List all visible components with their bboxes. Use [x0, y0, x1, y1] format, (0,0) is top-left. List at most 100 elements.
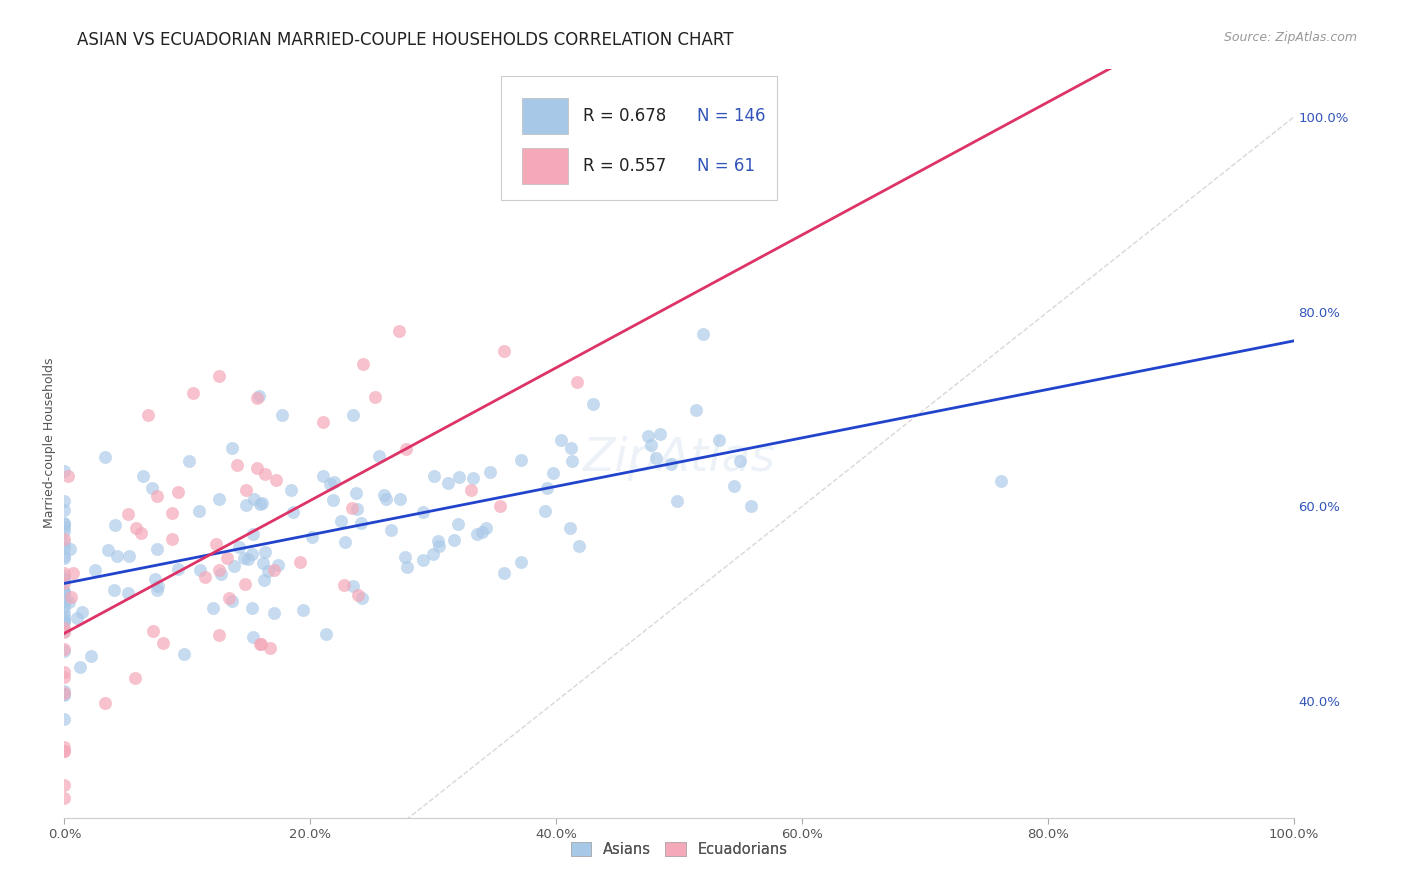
- Point: [728, 454, 751, 468]
- Point: [645, 451, 668, 466]
- Point: [145, 582, 167, 597]
- Point: [315, 627, 337, 641]
- Point: [565, 375, 588, 389]
- Point: [66, 610, 89, 624]
- Point: [53, 536, 76, 550]
- Point: [280, 483, 302, 497]
- Point: [221, 441, 243, 455]
- Text: ZipAtlas: ZipAtlas: [582, 435, 776, 481]
- FancyBboxPatch shape: [501, 76, 778, 200]
- Point: [396, 559, 419, 574]
- Point: [143, 572, 166, 586]
- Point: [218, 591, 240, 606]
- Point: [146, 490, 169, 504]
- Point: [53, 779, 76, 793]
- Point: [560, 441, 582, 455]
- Point: [648, 426, 671, 441]
- Point: [253, 467, 276, 481]
- Point: [685, 402, 707, 417]
- Point: [53, 744, 76, 758]
- Point: [510, 452, 533, 467]
- Point: [228, 540, 250, 554]
- Point: [53, 586, 76, 600]
- Point: [53, 594, 76, 608]
- Point: [395, 442, 418, 457]
- Point: [53, 493, 76, 508]
- Point: [173, 648, 195, 662]
- Point: [53, 614, 76, 628]
- Point: [53, 791, 76, 805]
- Point: [53, 566, 76, 580]
- Point: [352, 357, 374, 371]
- Point: [342, 408, 364, 422]
- Point: [221, 594, 243, 608]
- Point: [53, 583, 76, 598]
- Point: [536, 481, 558, 495]
- Point: [319, 476, 342, 491]
- Point: [423, 469, 446, 483]
- Point: [367, 449, 389, 463]
- Point: [242, 526, 264, 541]
- Point: [264, 473, 287, 487]
- Point: [53, 643, 76, 657]
- Point: [659, 457, 682, 471]
- Point: [70, 605, 93, 619]
- Point: [53, 615, 76, 630]
- Point: [53, 551, 76, 566]
- Point: [53, 572, 76, 586]
- Point: [53, 610, 76, 624]
- Point: [412, 552, 434, 566]
- Point: [238, 552, 260, 566]
- Point: [79, 648, 101, 663]
- Point: [342, 500, 364, 515]
- Point: [267, 558, 290, 572]
- Point: [53, 686, 76, 700]
- Point: [53, 503, 76, 517]
- Point: [53, 549, 76, 563]
- Point: [222, 559, 245, 574]
- Point: [84, 563, 107, 577]
- Point: [568, 539, 591, 553]
- Point: [640, 438, 662, 452]
- Point: [465, 527, 488, 541]
- Point: [53, 613, 76, 627]
- Point: [53, 599, 76, 614]
- Point: [364, 390, 387, 404]
- Point: [141, 481, 163, 495]
- Point: [388, 324, 411, 338]
- Point: [312, 469, 335, 483]
- Point: [422, 547, 444, 561]
- Y-axis label: Married-couple Households: Married-couple Households: [44, 358, 56, 528]
- Point: [53, 688, 76, 702]
- Point: [125, 520, 148, 534]
- Point: [350, 516, 373, 531]
- Point: [443, 533, 465, 547]
- Point: [637, 428, 659, 442]
- Point: [53, 541, 76, 555]
- Point: [240, 600, 263, 615]
- Point: [136, 409, 159, 423]
- Point: [204, 537, 226, 551]
- Point: [474, 521, 496, 535]
- Point: [471, 525, 494, 540]
- Point: [117, 549, 139, 564]
- Point: [188, 563, 211, 577]
- Point: [208, 491, 231, 506]
- Point: [53, 594, 76, 608]
- Point: [208, 563, 231, 577]
- Point: [347, 588, 370, 602]
- Point: [132, 469, 155, 483]
- Point: [249, 637, 271, 651]
- Point: [104, 517, 127, 532]
- Point: [53, 712, 76, 726]
- Legend: Asians, Ecuadorians: Asians, Ecuadorians: [565, 837, 793, 863]
- Point: [463, 471, 485, 485]
- Point: [167, 485, 190, 500]
- Point: [202, 601, 225, 615]
- FancyBboxPatch shape: [522, 98, 568, 134]
- Point: [233, 577, 256, 591]
- Point: [335, 535, 357, 549]
- Point: [494, 566, 516, 580]
- Point: [311, 415, 333, 429]
- Point: [146, 541, 169, 556]
